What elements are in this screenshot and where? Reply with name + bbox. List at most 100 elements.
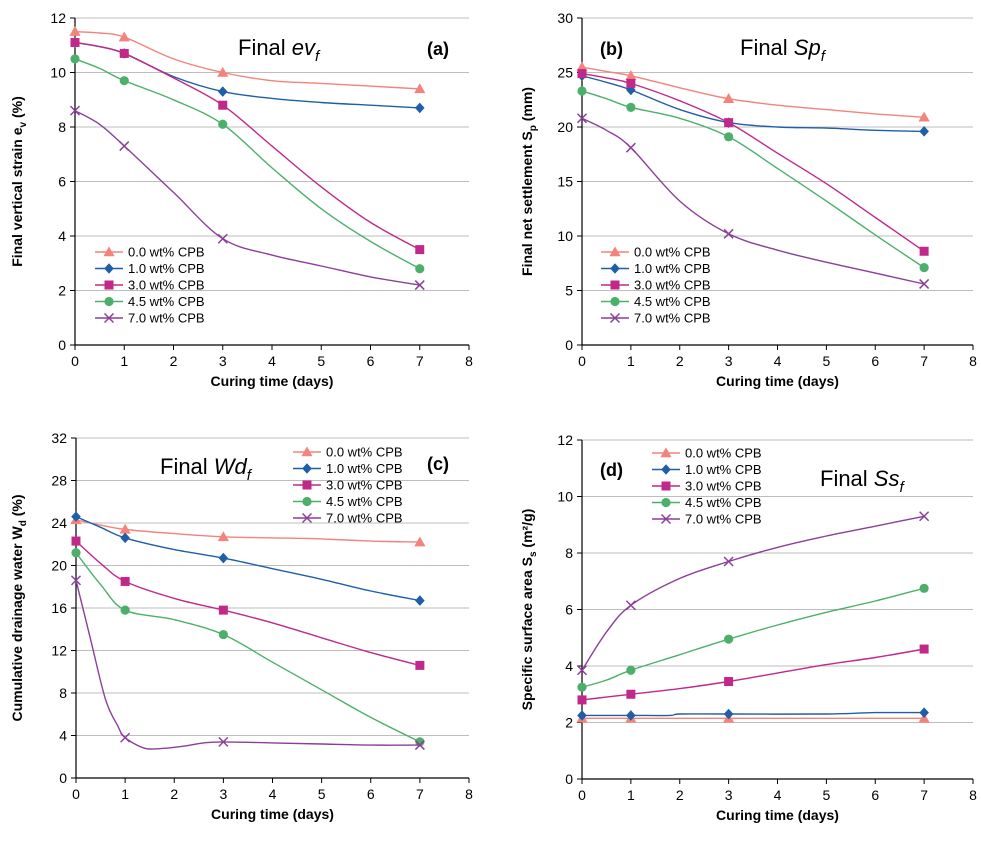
data-point <box>626 665 636 675</box>
data-point <box>577 695 587 705</box>
data-point <box>218 552 229 564</box>
x-tick-label: 6 <box>367 786 375 802</box>
x-tick-label: 2 <box>676 353 684 369</box>
x-tick-label: 7 <box>416 353 424 369</box>
y-tick-label: 6 <box>58 174 66 190</box>
panel-label: (d) <box>600 460 623 480</box>
series-line <box>74 110 420 286</box>
series-4 <box>577 583 929 692</box>
x-tick-label: 4 <box>774 353 782 369</box>
data-point <box>918 111 930 122</box>
data-point <box>723 708 734 720</box>
x-axis-title: Curing time (days) <box>716 807 839 823</box>
legend-marker <box>610 280 620 290</box>
x-tick-label: 4 <box>268 353 276 369</box>
x-tick-label: 8 <box>465 786 473 802</box>
series-line <box>75 540 421 667</box>
data-point <box>217 66 229 77</box>
y-tick-label: 10 <box>557 489 573 505</box>
legend-marker <box>609 246 621 257</box>
legend-entry: 0.0 wt% CPB <box>128 245 205 260</box>
legend-marker <box>104 280 114 290</box>
series-line <box>581 72 925 252</box>
legend-entry: 7.0 wt% CPB <box>326 511 403 526</box>
chart-panel-2: 0 5 10 15 20 25 30 0 1 2 3 4 5 6 7 8 Curing time (days) F… <box>519 10 977 389</box>
x-tick-label: 0 <box>578 787 586 803</box>
data-point <box>919 511 930 522</box>
data-point <box>577 69 587 79</box>
y-axis-title: Final vertical strain ev (%) <box>9 96 29 267</box>
legend-marker <box>301 512 313 524</box>
data-point <box>119 141 130 152</box>
data-point <box>626 689 636 699</box>
legend-marker <box>660 513 672 525</box>
series-1 <box>70 514 426 547</box>
legend-entry: 4.5 wt% CPB <box>326 494 403 509</box>
series-1 <box>69 26 426 94</box>
x-tick-label: 7 <box>920 353 928 369</box>
series-line <box>75 580 420 750</box>
series-line <box>582 711 925 717</box>
data-point <box>120 532 130 544</box>
y-tick-label: 16 <box>51 600 67 616</box>
data-point <box>218 119 228 129</box>
legend-entry: 4.5 wt% CPB <box>634 294 711 309</box>
x-tick-label: 0 <box>72 786 80 802</box>
data-point <box>119 76 129 86</box>
data-point <box>69 105 81 116</box>
y-tick-label: 0 <box>59 770 67 786</box>
y-tick-label: 6 <box>565 602 573 618</box>
data-point <box>724 118 734 128</box>
y-axis-title: Specific surface area Ss (m²/g) <box>519 509 539 711</box>
series-line <box>74 58 421 270</box>
data-point <box>577 682 587 692</box>
data-point <box>119 48 129 58</box>
x-tick-label: 4 <box>774 787 782 803</box>
inset-title: Final Ssf <box>820 466 905 496</box>
y-tick-label: 0 <box>565 337 573 353</box>
x-tick-label: 1 <box>627 787 635 803</box>
data-point <box>626 84 636 96</box>
series-4 <box>577 86 929 273</box>
legend-marker <box>103 312 115 324</box>
x-axis-title: Curing time (days) <box>211 806 334 822</box>
y-tick-label: 30 <box>557 10 573 26</box>
x-tick-label: 6 <box>871 787 879 803</box>
y-tick-label: 32 <box>51 430 67 446</box>
legend-entry: 3.0 wt% CPB <box>685 479 762 494</box>
data-point <box>626 710 636 721</box>
data-point <box>414 536 426 547</box>
legend-entry: 3.0 wt% CPB <box>128 278 205 293</box>
data-point <box>217 86 228 97</box>
y-axis-title: Final net settlement Sp (mm) <box>519 87 539 276</box>
legend-entry: 4.5 wt% CPB <box>685 495 762 510</box>
inset-title: Final evf <box>238 35 321 65</box>
legend-entry: 1.0 wt% CPB <box>326 461 403 476</box>
series-5 <box>69 105 425 291</box>
y-tick-label: 10 <box>50 65 66 81</box>
y-tick-label: 0 <box>58 337 66 353</box>
data-point <box>919 263 929 273</box>
data-point <box>919 707 929 718</box>
data-point <box>70 38 80 48</box>
x-tick-label: 2 <box>676 787 684 803</box>
series-line <box>581 515 925 671</box>
data-point <box>576 665 588 676</box>
x-tick-label: 7 <box>416 786 424 802</box>
x-tick-label: 0 <box>71 353 79 369</box>
x-axis-title: Curing time (days) <box>211 373 334 389</box>
series-3 <box>70 38 425 255</box>
x-tick-label: 8 <box>969 353 977 369</box>
data-point <box>625 70 637 81</box>
series-3 <box>71 536 425 670</box>
y-tick-label: 5 <box>565 283 573 299</box>
legend-entry: 7.0 wt% CPB <box>634 311 711 326</box>
series-line <box>581 90 925 269</box>
legend-marker <box>661 481 671 491</box>
y-tick-label: 8 <box>565 545 573 561</box>
